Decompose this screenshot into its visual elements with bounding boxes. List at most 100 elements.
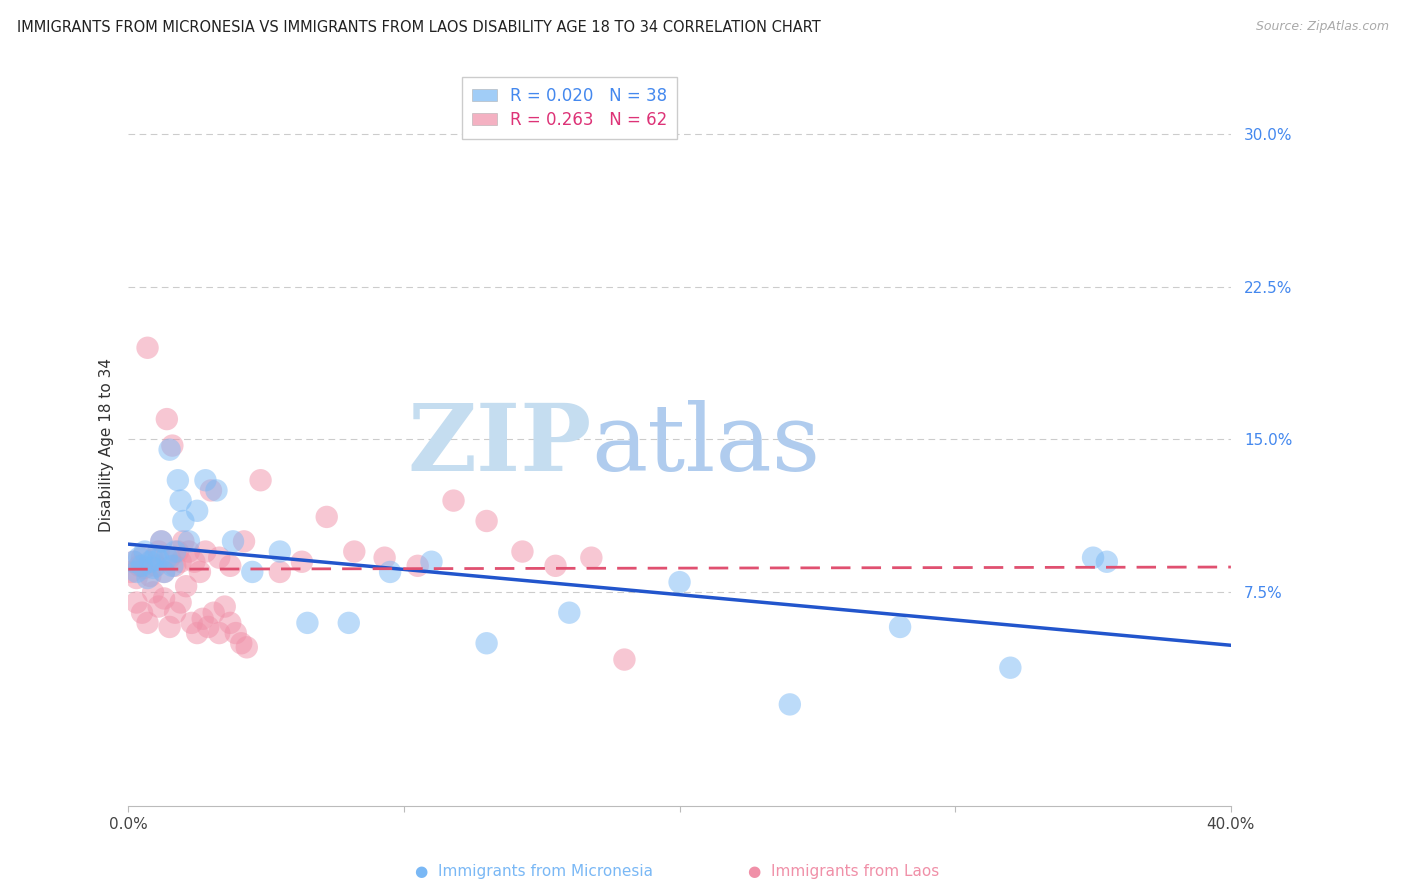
Point xyxy=(148,552,170,566)
Point xyxy=(142,585,165,599)
Point xyxy=(889,620,911,634)
Point xyxy=(1081,550,1104,565)
Point xyxy=(122,555,145,569)
Point xyxy=(231,636,253,650)
Point xyxy=(148,599,170,614)
Point xyxy=(177,534,200,549)
Point xyxy=(139,555,162,569)
Text: IMMIGRANTS FROM MICRONESIA VS IMMIGRANTS FROM LAOS DISABILITY AGE 18 TO 34 CORRE: IMMIGRANTS FROM MICRONESIA VS IMMIGRANTS… xyxy=(17,20,821,35)
Text: ●  Immigrants from Laos: ● Immigrants from Laos xyxy=(748,864,939,879)
Y-axis label: Disability Age 18 to 34: Disability Age 18 to 34 xyxy=(100,358,114,532)
Point xyxy=(291,555,314,569)
Point xyxy=(172,534,194,549)
Point xyxy=(378,565,401,579)
Point xyxy=(343,544,366,558)
Point xyxy=(134,561,156,575)
Point xyxy=(136,341,159,355)
Point xyxy=(512,544,534,558)
Point xyxy=(202,606,225,620)
Point xyxy=(162,558,184,573)
Point xyxy=(191,612,214,626)
Point xyxy=(131,558,153,573)
Point xyxy=(581,550,603,565)
Point xyxy=(177,544,200,558)
Point xyxy=(222,534,245,549)
Point xyxy=(153,565,176,579)
Point xyxy=(183,555,205,569)
Point xyxy=(613,652,636,666)
Point xyxy=(162,439,184,453)
Point xyxy=(174,579,197,593)
Point xyxy=(194,544,217,558)
Point xyxy=(240,565,263,579)
Point xyxy=(169,555,191,569)
Legend: R = 0.020   N = 38, R = 0.263   N = 62: R = 0.020 N = 38, R = 0.263 N = 62 xyxy=(461,77,678,138)
Point xyxy=(169,493,191,508)
Point xyxy=(205,483,228,498)
Point xyxy=(337,615,360,630)
Text: atlas: atlas xyxy=(592,400,821,490)
Point xyxy=(150,534,173,549)
Point xyxy=(225,626,247,640)
Text: ZIP: ZIP xyxy=(408,400,592,490)
Point xyxy=(374,550,396,565)
Point xyxy=(200,483,222,498)
Point xyxy=(139,569,162,583)
Point xyxy=(165,606,187,620)
Point xyxy=(167,473,190,487)
Point xyxy=(443,493,465,508)
Point xyxy=(186,504,208,518)
Point xyxy=(136,571,159,585)
Point xyxy=(297,615,319,630)
Point xyxy=(142,561,165,575)
Point xyxy=(128,558,150,573)
Point xyxy=(153,591,176,606)
Point xyxy=(128,550,150,565)
Point xyxy=(219,558,242,573)
Point xyxy=(420,555,443,569)
Point xyxy=(125,565,148,579)
Point xyxy=(269,544,291,558)
Point xyxy=(165,544,187,558)
Point xyxy=(779,698,801,712)
Point xyxy=(122,555,145,569)
Point xyxy=(315,509,337,524)
Point xyxy=(186,626,208,640)
Point xyxy=(159,550,181,565)
Point xyxy=(120,565,142,579)
Point xyxy=(208,550,231,565)
Point xyxy=(475,636,498,650)
Point xyxy=(668,575,690,590)
Point xyxy=(156,550,179,565)
Point xyxy=(544,558,567,573)
Point xyxy=(169,595,191,609)
Point xyxy=(1000,661,1022,675)
Point xyxy=(165,558,187,573)
Point xyxy=(558,606,581,620)
Text: Source: ZipAtlas.com: Source: ZipAtlas.com xyxy=(1256,20,1389,33)
Point xyxy=(159,620,181,634)
Point xyxy=(134,544,156,558)
Point xyxy=(269,565,291,579)
Point xyxy=(188,565,211,579)
Point xyxy=(131,606,153,620)
Point xyxy=(136,615,159,630)
Point xyxy=(148,544,170,558)
Point xyxy=(172,514,194,528)
Point xyxy=(153,565,176,579)
Point xyxy=(167,544,190,558)
Point xyxy=(194,473,217,487)
Point xyxy=(475,514,498,528)
Point xyxy=(180,615,202,630)
Point xyxy=(145,558,167,573)
Point xyxy=(208,626,231,640)
Point xyxy=(156,412,179,426)
Point xyxy=(236,640,259,655)
Point xyxy=(214,599,236,614)
Point xyxy=(131,550,153,565)
Point xyxy=(159,442,181,457)
Point xyxy=(145,549,167,563)
Text: ●  Immigrants from Micronesia: ● Immigrants from Micronesia xyxy=(415,864,654,879)
Point xyxy=(406,558,429,573)
Point xyxy=(1095,555,1118,569)
